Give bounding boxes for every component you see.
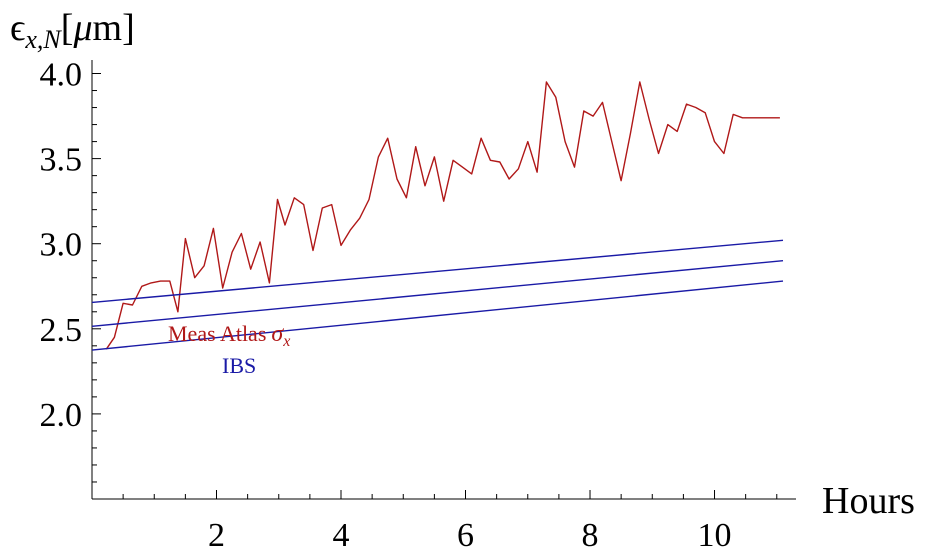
series-layer	[91, 81, 784, 351]
y-axis-unit-mu: μ	[72, 7, 92, 49]
x-tick-label: 8	[582, 517, 599, 552]
legend-item-ibs: IBS	[222, 353, 256, 378]
series-line-meas-atlas-x	[105, 81, 780, 350]
y-tick-label: 3.0	[40, 227, 83, 264]
legend-ibs-label: IBS	[222, 353, 256, 378]
axis-tick-labels: 2 4 6 8 10 2.0 2.5 3.0 3.5 4.0	[40, 57, 732, 552]
y-tick-label: 2.0	[40, 397, 83, 434]
series-line-ibs-middle	[91, 260, 784, 327]
legend-meas-symbol: σ	[271, 321, 284, 347]
y-tick-label: 2.5	[40, 312, 83, 349]
y-axis-unit-open: [	[61, 7, 74, 49]
y-axis-subscript: x,N	[24, 25, 62, 54]
y-axis-unit-rest: m]	[93, 7, 135, 49]
y-axis-title: ϵx,N[μm]	[10, 7, 135, 54]
y-axis-symbol: ϵ	[10, 7, 25, 49]
series-line-ibs-lower	[91, 280, 784, 351]
legend-item-meas: Meas Atlas σx	[168, 321, 290, 350]
x-tick-label: 2	[208, 517, 225, 552]
x-tick-label: 10	[698, 517, 732, 552]
x-tick-label: 6	[457, 517, 474, 552]
x-tick-label: 4	[333, 517, 350, 552]
axis-ticks	[92, 73, 778, 499]
legend: Meas Atlas σx IBS	[168, 321, 290, 378]
legend-meas-label: Meas Atlas	[168, 321, 266, 346]
legend-meas-subscript: x	[282, 333, 290, 350]
series-line-ibs-upper	[91, 239, 784, 304]
y-tick-label: 3.5	[40, 142, 83, 179]
y-tick-label: 4.0	[40, 57, 83, 94]
plot-area: 2 4 6 8 10 2.0 2.5 3.0 3.5 4.0	[40, 57, 796, 552]
x-axis-title: Hours	[822, 480, 915, 522]
